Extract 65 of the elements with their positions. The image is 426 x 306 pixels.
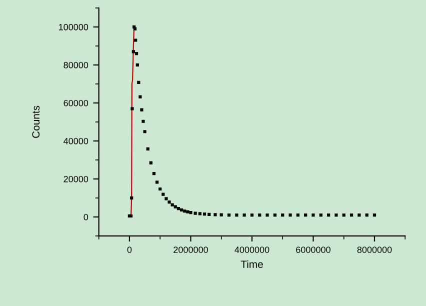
point [149,161,152,164]
y-axis-title: Counts [32,106,40,138]
point [142,120,145,123]
y-tick-label: 80000 [64,62,88,68]
point [158,187,162,191]
y-tick-label: 0 [84,214,88,220]
point [183,209,186,213]
point [235,213,238,217]
point [273,213,277,217]
point [327,213,330,217]
point [137,80,140,84]
point [242,213,246,217]
point [152,172,156,176]
point [208,212,211,216]
point [132,50,135,54]
point [130,107,134,110]
point [258,213,262,217]
point [189,211,192,214]
x-tick-label: 2000000 [174,246,208,253]
point [350,213,354,217]
point [266,213,269,217]
point [281,213,284,217]
point [250,213,254,217]
point [288,213,292,217]
x-axis-title: Time [240,260,263,268]
y-tick-label: 60000 [64,100,88,106]
point [138,95,142,98]
point [170,203,174,206]
point [198,212,202,216]
x-tick-label: 4000000 [234,246,270,253]
point [146,147,150,150]
point [134,52,138,56]
y-tick-label: 40000 [64,138,88,144]
y-tick-label: 20000 [64,176,88,182]
point [162,192,165,196]
point [140,108,144,112]
point [194,212,197,215]
x-tick-label: 6000000 [296,246,330,253]
point [342,213,346,217]
point [164,197,168,200]
point [372,213,376,217]
point [130,196,134,200]
point [176,207,180,210]
point [202,212,206,216]
point [168,200,171,204]
point [180,208,184,212]
point [312,213,315,217]
point [214,213,217,216]
point [358,213,361,217]
point [296,213,300,217]
point [220,213,223,216]
x-tick-label: 0 [127,246,132,253]
point [334,213,338,217]
point [134,38,138,42]
point [143,130,146,134]
point [136,63,139,66]
point [319,213,322,217]
point [304,213,308,217]
point [227,213,231,217]
point [174,205,177,208]
y-tick-label: 100000 [58,24,88,30]
point [155,180,159,184]
point [186,210,190,214]
x-tick-label: 8000000 [357,246,392,253]
point [365,213,368,217]
